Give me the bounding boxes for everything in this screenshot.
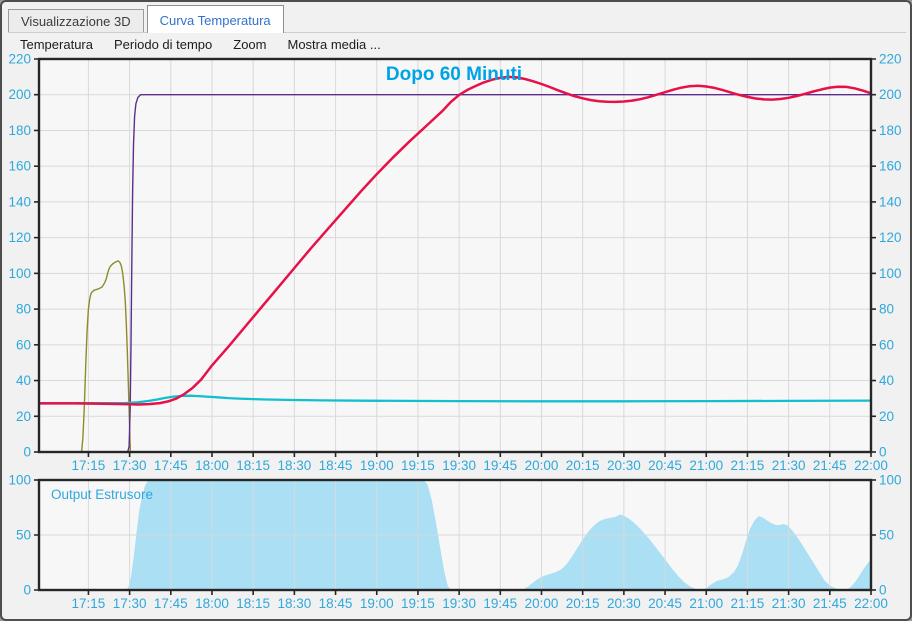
svg-text:17:30: 17:30	[113, 596, 147, 611]
svg-text:19:00: 19:00	[360, 458, 394, 473]
svg-text:20:15: 20:15	[566, 458, 600, 473]
svg-text:100: 100	[879, 266, 902, 281]
svg-text:18:15: 18:15	[236, 596, 270, 611]
svg-text:100: 100	[8, 475, 31, 488]
svg-text:22:00: 22:00	[854, 458, 888, 473]
svg-text:18:00: 18:00	[195, 458, 229, 473]
svg-text:17:45: 17:45	[154, 458, 188, 473]
menu-temperatura[interactable]: Temperatura	[20, 37, 93, 52]
svg-text:220: 220	[879, 54, 902, 67]
svg-text:21:30: 21:30	[772, 596, 806, 611]
extruder-output-chart[interactable]: 17:15 17:30 17:45 18:00 18:15 18:30 18:45 19:00…	[2, 475, 912, 621]
svg-text:21:30: 21:30	[772, 458, 806, 473]
svg-text:80: 80	[16, 302, 31, 317]
svg-text:19:45: 19:45	[483, 458, 517, 473]
svg-text:120: 120	[879, 230, 902, 245]
svg-text:20:00: 20:00	[525, 458, 559, 473]
menu-zoom[interactable]: Zoom	[233, 37, 267, 52]
svg-text:19:00: 19:00	[360, 596, 394, 611]
svg-text:60: 60	[879, 337, 894, 352]
svg-text:140: 140	[879, 194, 902, 209]
svg-text:0: 0	[23, 583, 31, 598]
svg-text:17:15: 17:15	[72, 596, 106, 611]
svg-text:20:00: 20:00	[525, 596, 559, 611]
svg-text:200: 200	[8, 87, 31, 102]
temperature-chart[interactable]: 17:15 17:30 17:45 18:00 18:15 18:30 18:45 19:00…	[2, 54, 912, 475]
svg-text:100: 100	[8, 266, 31, 281]
svg-text:0: 0	[879, 583, 887, 598]
svg-text:18:15: 18:15	[236, 458, 270, 473]
svg-text:40: 40	[16, 373, 31, 388]
svg-text:20:15: 20:15	[566, 596, 600, 611]
svg-text:20:30: 20:30	[607, 596, 641, 611]
svg-text:0: 0	[23, 445, 31, 460]
svg-text:80: 80	[879, 302, 894, 317]
svg-text:100: 100	[879, 475, 902, 488]
svg-text:17:15: 17:15	[72, 458, 106, 473]
svg-text:21:45: 21:45	[813, 596, 847, 611]
svg-text:160: 160	[8, 159, 31, 174]
svg-text:19:45: 19:45	[483, 596, 517, 611]
svg-text:60: 60	[16, 337, 31, 352]
svg-text:19:15: 19:15	[401, 596, 435, 611]
svg-text:180: 180	[879, 123, 902, 138]
svg-text:18:45: 18:45	[319, 458, 353, 473]
svg-text:19:30: 19:30	[442, 458, 476, 473]
tab-curva-temperatura[interactable]: Curva Temperatura	[146, 5, 284, 33]
svg-text:20: 20	[879, 409, 894, 424]
svg-text:200: 200	[879, 87, 902, 102]
svg-text:20: 20	[16, 409, 31, 424]
svg-text:Output Estrusore: Output Estrusore	[51, 487, 153, 502]
svg-text:19:30: 19:30	[442, 596, 476, 611]
svg-text:18:45: 18:45	[319, 596, 353, 611]
menu-bar: Temperatura Periodo di tempo Zoom Mostra…	[16, 37, 385, 53]
svg-text:21:00: 21:00	[689, 596, 723, 611]
svg-text:Dopo 60 Minuti: Dopo 60 Minuti	[386, 64, 522, 85]
svg-text:17:45: 17:45	[154, 596, 188, 611]
svg-text:0: 0	[879, 445, 887, 460]
svg-text:50: 50	[16, 528, 31, 543]
svg-text:120: 120	[8, 230, 31, 245]
svg-text:21:15: 21:15	[731, 596, 765, 611]
svg-text:160: 160	[879, 159, 902, 174]
svg-text:40: 40	[879, 373, 894, 388]
svg-text:18:30: 18:30	[277, 458, 311, 473]
svg-text:180: 180	[8, 123, 31, 138]
svg-text:21:00: 21:00	[689, 458, 723, 473]
svg-text:20:45: 20:45	[648, 458, 682, 473]
svg-text:18:00: 18:00	[195, 596, 229, 611]
svg-text:21:15: 21:15	[731, 458, 765, 473]
svg-text:50: 50	[879, 528, 894, 543]
menu-periodo-di-tempo[interactable]: Periodo di tempo	[113, 37, 213, 52]
svg-text:21:45: 21:45	[813, 458, 847, 473]
svg-text:17:30: 17:30	[113, 458, 147, 473]
svg-text:19:15: 19:15	[401, 458, 435, 473]
svg-text:140: 140	[8, 194, 31, 209]
svg-text:220: 220	[8, 54, 31, 67]
menu-mostra-media[interactable]: Mostra media ...	[287, 37, 381, 52]
svg-text:20:30: 20:30	[607, 458, 641, 473]
svg-text:20:45: 20:45	[648, 596, 682, 611]
svg-text:18:30: 18:30	[277, 596, 311, 611]
tab-visualizzazione-3d[interactable]: Visualizzazione 3D	[8, 9, 144, 32]
svg-text:22:00: 22:00	[854, 596, 888, 611]
tab-strip: Visualizzazione 3D Curva Temperatura	[8, 5, 906, 33]
